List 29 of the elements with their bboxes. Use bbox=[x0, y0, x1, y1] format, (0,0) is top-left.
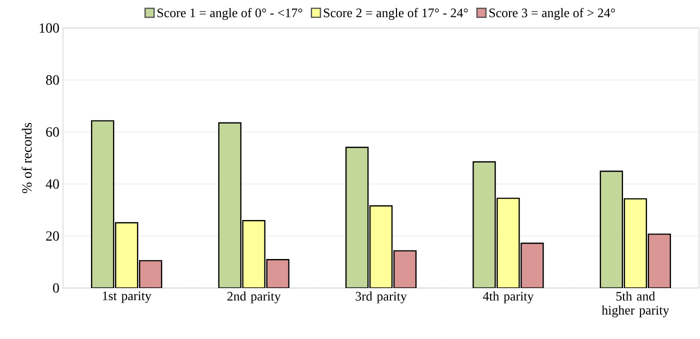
legend-label: Score 1 = angle of 0° - <17° bbox=[158, 8, 302, 20]
bar bbox=[520, 242, 544, 288]
y-tick-label: 0 bbox=[53, 283, 59, 293]
y-tick-label: 20 bbox=[46, 231, 59, 241]
bar bbox=[115, 222, 138, 288]
y-tick-label: 40 bbox=[46, 179, 59, 189]
bar bbox=[472, 161, 496, 288]
y-axis-title: % of records bbox=[22, 122, 32, 194]
x-tick-label: 3rd parity bbox=[356, 292, 407, 304]
bar bbox=[218, 122, 242, 288]
legend-label: Score 3 = angle of > 24° bbox=[489, 8, 615, 20]
y-tick-label: 100 bbox=[40, 23, 59, 33]
bar bbox=[648, 234, 672, 288]
x-tick-label: 4th parity bbox=[482, 292, 534, 304]
bar bbox=[600, 170, 624, 288]
bar bbox=[393, 250, 417, 288]
x-tick-label: 5th and higher parity bbox=[602, 292, 670, 318]
y-tick-label: 60 bbox=[46, 127, 59, 137]
legend-label: Score 2 = angle of 17° - 24° bbox=[324, 8, 468, 20]
bar bbox=[369, 205, 393, 288]
bar bbox=[91, 120, 114, 288]
bar bbox=[496, 198, 520, 288]
bar bbox=[345, 146, 369, 288]
y-tick-label: 80 bbox=[46, 75, 59, 85]
bar bbox=[242, 220, 266, 288]
x-tick-label: 2nd parity bbox=[227, 292, 281, 304]
bar bbox=[139, 260, 162, 288]
x-tick-label: 1st parity bbox=[102, 292, 152, 303]
bar bbox=[624, 198, 648, 288]
